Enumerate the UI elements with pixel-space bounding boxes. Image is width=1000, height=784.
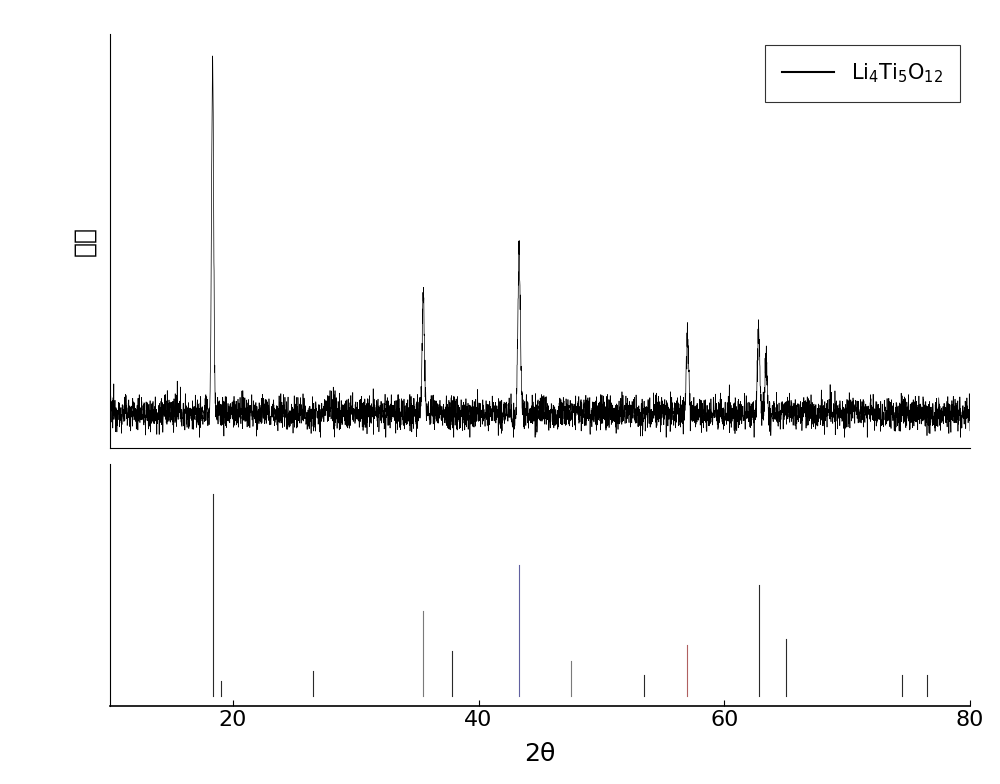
Legend: Li$_4$Ti$_5$O$_{12}$: Li$_4$Ti$_5$O$_{12}$ xyxy=(765,45,960,102)
Y-axis label: 强度: 强度 xyxy=(72,227,96,256)
X-axis label: 2θ: 2θ xyxy=(524,742,556,765)
